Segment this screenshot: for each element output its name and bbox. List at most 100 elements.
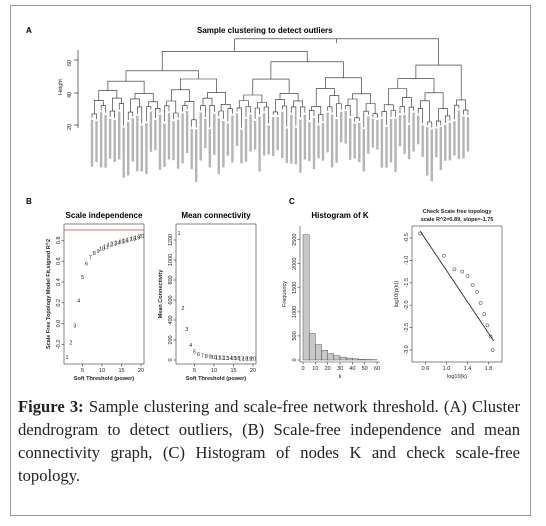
mean-connectivity-point: 20 (250, 357, 256, 363)
scale-independence-point: 16 (122, 238, 128, 244)
mean-connectivity-point: 6 (197, 352, 200, 358)
plot-frame (63, 223, 145, 365)
histogram-bar (321, 350, 328, 361)
sample-label (145, 123, 148, 175)
histogram-ylabel: Frequency (282, 281, 288, 307)
sample-label (122, 127, 125, 178)
scale-free-xtick-label: 0.6 (422, 366, 430, 372)
sample-label (222, 121, 225, 168)
scale-free-ytick-label: -0.5 (404, 233, 410, 242)
fit-line (419, 231, 495, 342)
sample-label (176, 119, 180, 169)
histogram-bar (327, 353, 335, 361)
scale-free-ytick-label: -2.5 (404, 323, 410, 332)
mean-connectivity-ylabel: Mean Connectivity (158, 269, 164, 319)
sample-label (444, 124, 447, 161)
scale-free-point (490, 348, 495, 352)
sample-label (421, 125, 424, 157)
sample-label (208, 129, 211, 168)
dendrogram-branch (445, 115, 451, 123)
scale-free-point (488, 334, 493, 339)
sample-label (276, 117, 279, 151)
dendrogram-branch (402, 97, 412, 108)
sample-label (217, 118, 220, 175)
dendrogram-branch (191, 119, 197, 128)
sample-label (353, 123, 356, 159)
dendrogram-branch (415, 64, 462, 100)
histogram-k-plot: Histogram of KFrequencyk0500100015002000… (282, 211, 380, 380)
histogram-title: Histogram of K (311, 211, 369, 220)
sample-label (403, 114, 406, 154)
sample-label (95, 121, 98, 162)
sample-label (181, 113, 184, 164)
caption-figure-label: Figure 3: (18, 397, 84, 416)
scale-independence-point: 8 (93, 251, 96, 257)
histogram-bar (358, 359, 365, 361)
sample-label (294, 127, 298, 165)
dendrogram-branch (109, 110, 115, 119)
cluster-dendrogram (91, 38, 469, 128)
mean-connectivity-ytick-label: 800 (168, 275, 174, 284)
histogram-ytick-label: 1000 (292, 306, 298, 318)
scale-free-xtick-label: 1.8 (485, 366, 493, 372)
sample-label (426, 127, 429, 176)
histogram-bar (333, 355, 341, 361)
sample-label (195, 129, 198, 183)
dendrogram-branch (365, 103, 376, 114)
scale-independence-point: 3 (73, 324, 76, 330)
histogram-ytick-label: 2500 (292, 234, 298, 246)
histogram-bar (345, 357, 353, 361)
dendrogram-branch (148, 101, 158, 109)
sample-label (430, 129, 433, 182)
mean-connectivity-xtick-label: 5 (193, 368, 196, 374)
panel-c-label: C (289, 197, 295, 206)
scale-free-point (442, 254, 446, 258)
sample-label (267, 125, 270, 155)
scale-free-ytick-label: -1.5 (404, 278, 410, 287)
scale-free-xtick-label: 1.4 (464, 366, 472, 372)
scale-independence-ytick-label: 0.8 (56, 237, 62, 245)
dendrogram-branch (354, 117, 360, 122)
sample-label (131, 118, 134, 162)
sample-label (104, 114, 107, 168)
dendrogram-branch (180, 78, 217, 93)
dendrogram-branch (420, 100, 430, 122)
scale-free-point (465, 274, 470, 278)
scale-free-point (470, 283, 475, 287)
panel-a-y-axis: 60 40 20 Height (58, 50, 79, 130)
dendrogram-branch (202, 97, 213, 106)
sample-label (281, 111, 284, 158)
mean-connectivity-point: 12 (219, 356, 225, 362)
sample-labels (90, 110, 470, 183)
dendrogram-branch (94, 100, 104, 114)
sample-label (154, 120, 157, 151)
dendrogram-branch (161, 51, 308, 71)
scale-independence-xlabel: Soft Threshold (power) (74, 376, 134, 382)
sample-label (371, 118, 375, 148)
sample-label (435, 128, 438, 158)
sample-label (204, 118, 207, 149)
scale-free-xtick-label: 1.0 (443, 366, 451, 372)
panel-a-title: Sample clustering to detect outliers (197, 26, 333, 35)
dendrogram-branch (390, 110, 396, 117)
sample-label (167, 113, 171, 160)
dendrogram-branch (329, 95, 340, 107)
sample-label (389, 119, 393, 163)
scale-independence-ytick-label: 0.6 (56, 257, 62, 265)
mean-connectivity-point: 10 (211, 355, 217, 361)
sample-label (235, 113, 239, 147)
sample-label (190, 128, 193, 170)
caption-text: Sample clustering and scale-free network… (18, 397, 520, 485)
sample-label (185, 111, 189, 154)
mean-connectivity-title: Mean connectivity (181, 211, 251, 220)
scale-independence-point: 18 (130, 236, 136, 242)
sample-label (367, 116, 370, 154)
mean-connectivity-point: 2 (181, 306, 184, 312)
histogram-ytick-label: 500 (292, 331, 298, 340)
mean-connectivity-plot: Mean connectivity Mean Connectivity Soft T… (158, 211, 257, 382)
dendrogram-branch (318, 114, 324, 124)
scale-independence-point: 14 (115, 240, 121, 246)
panel-a-label: A (26, 26, 32, 35)
histogram-bar (352, 358, 359, 361)
sample-label (398, 115, 402, 147)
